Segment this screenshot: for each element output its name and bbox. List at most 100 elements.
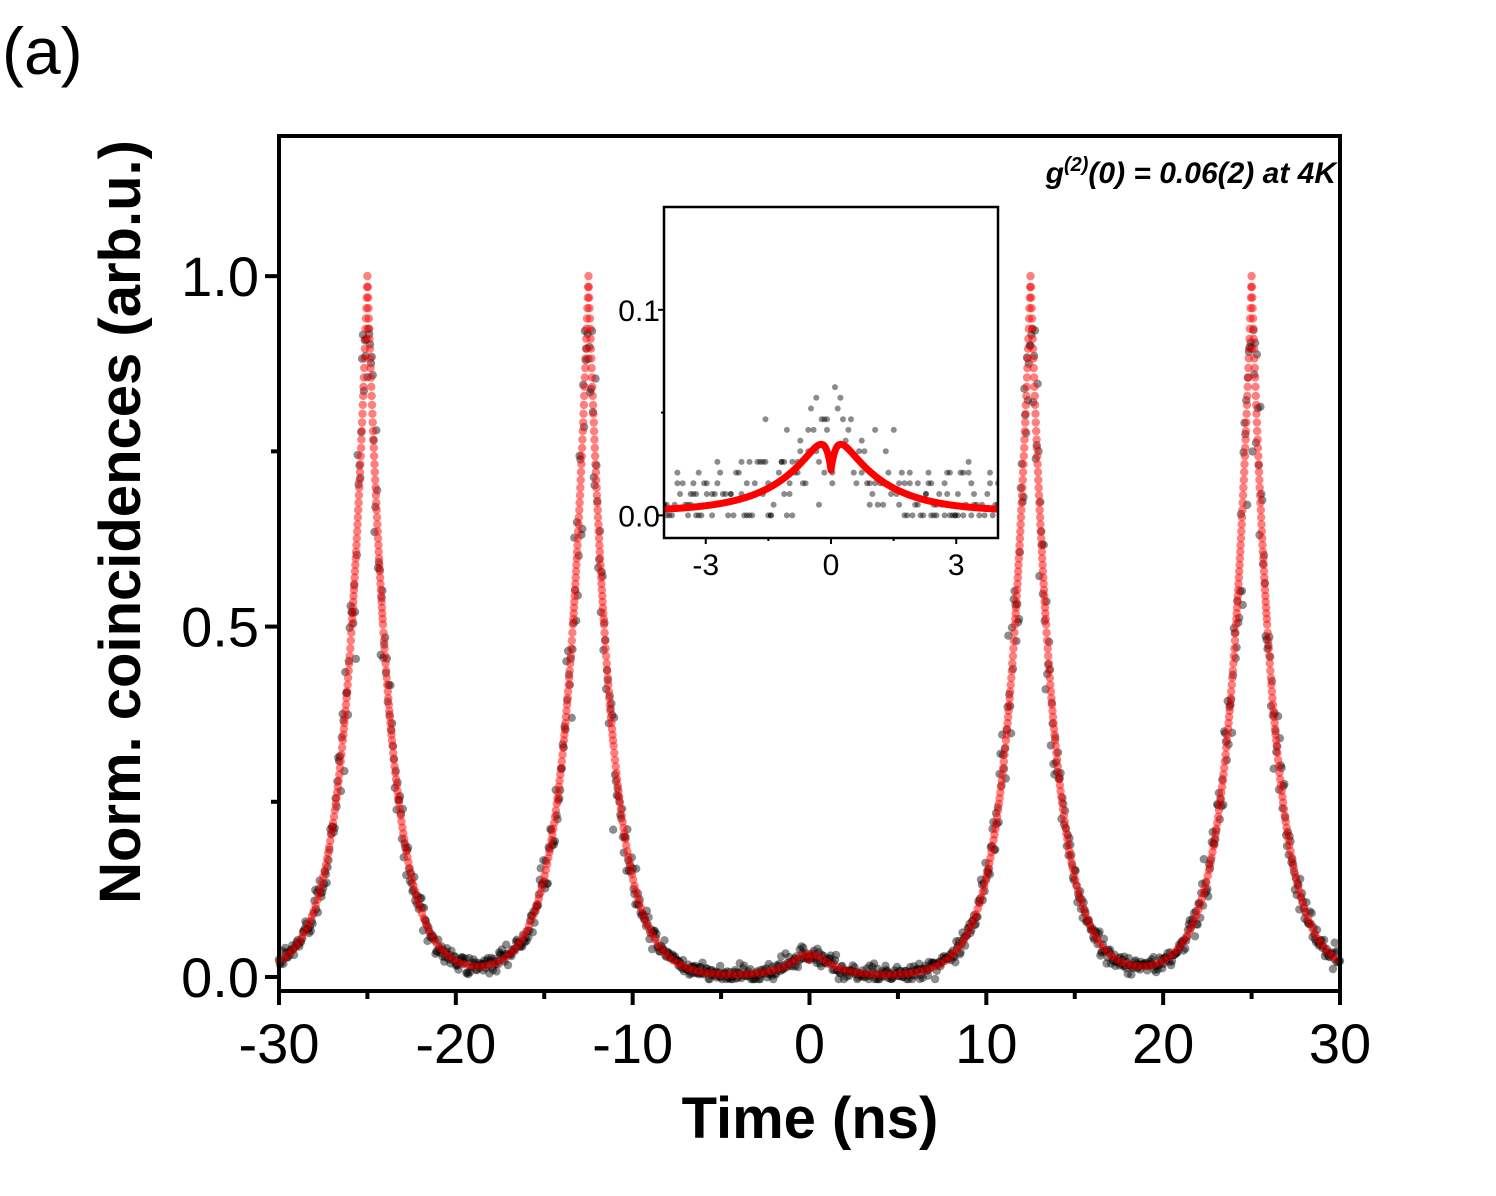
- fit-point: [346, 644, 355, 653]
- fit-point: [1010, 628, 1019, 637]
- fit-point: [384, 693, 393, 703]
- fit-point: [1032, 435, 1041, 444]
- fit-point: [1260, 573, 1269, 582]
- fit-point: [1249, 324, 1258, 333]
- fit-point: [1022, 373, 1032, 382]
- fit-point: [1263, 628, 1272, 637]
- fit-point: [1243, 391, 1252, 401]
- data-point: [464, 970, 473, 979]
- fit-point: [597, 585, 607, 595]
- fit-point: [1238, 505, 1247, 515]
- fit-point: [586, 324, 595, 333]
- fit-point: [343, 673, 353, 682]
- fit-point: [1003, 718, 1012, 728]
- fit-point: [1242, 400, 1252, 410]
- fit-point: [354, 505, 363, 515]
- fit-point: [1257, 527, 1267, 536]
- fit-point: [363, 282, 372, 292]
- fit-point: [1014, 560, 1023, 570]
- inset-data-point: [725, 512, 732, 519]
- fit-point: [556, 770, 565, 779]
- inset-data-point: [912, 501, 919, 508]
- data-point: [716, 961, 725, 971]
- fit-point: [321, 860, 331, 870]
- y-tick-label: 0.5: [181, 596, 259, 659]
- fit-point: [1034, 491, 1044, 500]
- fit-point: [1251, 382, 1260, 391]
- fit-point: [617, 811, 626, 820]
- data-point: [647, 944, 657, 954]
- fit-point: [577, 451, 586, 461]
- inset-data-point: [727, 491, 734, 497]
- fit-point: [367, 382, 376, 391]
- inset-data-point: [765, 512, 772, 519]
- fit-point: [1029, 373, 1039, 382]
- x-tick-label: 10: [955, 1012, 1017, 1075]
- fit-point: [1022, 391, 1031, 401]
- fit-point: [1045, 666, 1054, 675]
- fit-point: [1008, 659, 1017, 668]
- fit-point: [1221, 750, 1230, 759]
- inset-data-point: [914, 501, 921, 508]
- inset-data-point: [914, 480, 921, 487]
- data-point: [1096, 951, 1105, 960]
- fit-point: [1209, 841, 1218, 851]
- fit-point: [367, 391, 376, 401]
- fit-point: [1250, 373, 1260, 382]
- fit-point: [592, 475, 601, 485]
- fit-point: [578, 426, 587, 436]
- fit-point: [365, 344, 375, 353]
- fit-point: [591, 451, 600, 461]
- fit-point: [1042, 628, 1051, 637]
- fit-point: [601, 651, 611, 661]
- inset-data-point: [664, 512, 670, 519]
- fit-point: [565, 666, 574, 675]
- fit-point: [1009, 644, 1018, 653]
- fit-point: [1035, 513, 1045, 522]
- data-point: [755, 974, 765, 984]
- inset-data-point: [783, 426, 790, 433]
- data-point: [431, 949, 440, 958]
- fit-point: [349, 591, 358, 601]
- fit-point: [1019, 460, 1028, 469]
- fit-point: [988, 842, 997, 851]
- data-point: [739, 964, 748, 973]
- x-tick-label: 30: [1309, 1012, 1371, 1075]
- fit-point: [1020, 418, 1030, 427]
- fit-point: [349, 585, 359, 595]
- inset-data-point: [866, 480, 873, 487]
- inset-data-point: [885, 469, 892, 476]
- fit-point: [595, 554, 605, 563]
- fit-point: [1229, 651, 1239, 661]
- fit-point: [616, 805, 625, 814]
- fit-point: [369, 451, 379, 461]
- fit-point: [1052, 755, 1062, 764]
- fit-point: [1224, 718, 1233, 728]
- fit-point: [563, 693, 572, 703]
- fit-point: [341, 706, 350, 716]
- fit-point: [1017, 491, 1027, 500]
- fit-point: [1252, 409, 1261, 418]
- fit-point: [1018, 468, 1028, 477]
- fit-point: [1028, 324, 1037, 333]
- fit-point: [1063, 834, 1072, 843]
- fit-point: [1026, 271, 1035, 281]
- inset-data-point: [824, 416, 830, 423]
- inset-data-point: [693, 491, 700, 497]
- fit-point: [1057, 798, 1067, 807]
- fit-point: [389, 748, 398, 757]
- data-point: [793, 962, 803, 972]
- fit-point: [612, 768, 621, 778]
- fit-point: [1026, 282, 1036, 292]
- fit-point: [370, 460, 379, 469]
- fit-point: [610, 755, 620, 765]
- fit-point: [1016, 520, 1025, 529]
- inset-data-point: [714, 480, 721, 487]
- fit-point: [383, 687, 392, 696]
- inset-data-point: [762, 416, 769, 423]
- fit-point: [1240, 467, 1249, 477]
- fit-point: [546, 841, 555, 851]
- data-point: [1149, 953, 1158, 962]
- fit-point: [598, 591, 607, 601]
- inset-data-point: [741, 512, 748, 519]
